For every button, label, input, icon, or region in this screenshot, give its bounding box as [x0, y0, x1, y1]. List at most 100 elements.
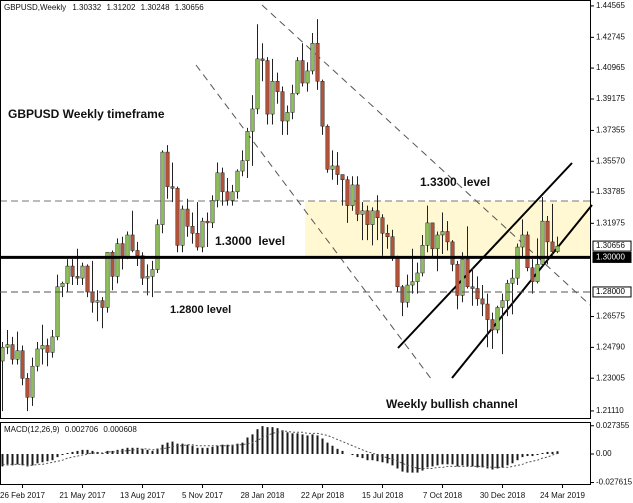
macd-bar [436, 454, 439, 466]
macd-bar [136, 447, 139, 454]
x-tick-label: 21 May 2017 [59, 491, 106, 500]
macd-bar [291, 433, 294, 454]
macd-bar [151, 450, 154, 454]
candle-body [200, 220, 205, 248]
indicator-header: MACD(12,26,9) 0.002706 0.000608 [4, 425, 137, 434]
macd-bar [206, 447, 209, 454]
macd-bar [351, 454, 354, 456]
candle-body [430, 222, 435, 250]
header-low: 1.30248 [141, 3, 170, 12]
macd-bar [341, 450, 344, 454]
current-price-label: 1.30656 [596, 241, 625, 250]
macd-bar [161, 444, 164, 454]
y-tick-label: 1.35570 [596, 156, 625, 165]
indicator-macd: 0.002706 [65, 425, 99, 434]
macd-bar [76, 450, 79, 454]
candle-body [550, 241, 555, 252]
macd-bar [311, 434, 314, 454]
candle-body [255, 58, 260, 110]
candle-body [330, 165, 335, 170]
macd-bar [456, 454, 459, 467]
macd-bar [61, 454, 64, 456]
macd-bar [446, 454, 449, 465]
macd-bar [491, 454, 494, 470]
candle-body [535, 264, 540, 282]
candle-body [125, 234, 130, 258]
macd-bar [211, 446, 214, 454]
x-tick-label: 7 Oct 2018 [423, 491, 463, 500]
candle-body [25, 378, 30, 398]
candle-body [340, 174, 345, 180]
x-tick-label: 15 Jul 2018 [362, 491, 404, 500]
y-tick-label: 1.26575 [596, 312, 625, 321]
macd-bar [466, 454, 469, 467]
candle-body [315, 43, 320, 82]
annotation: 1.3300 level [420, 175, 490, 189]
y-tick-label: 1.21110 [596, 406, 624, 415]
symbol: GBPUSD,Weekly [4, 3, 66, 12]
macd-bar [381, 454, 384, 463]
candle-body [145, 276, 150, 279]
macd-bar [406, 454, 409, 473]
candle-body [475, 288, 480, 300]
macd-bar [246, 437, 249, 454]
candle-body [20, 350, 25, 379]
candle-body [105, 251, 110, 308]
y-tick-label: 1.40965 [596, 63, 625, 72]
x-tick-label: 13 Aug 2017 [120, 491, 165, 500]
macd-bar [131, 447, 134, 454]
indicator-tick-label: -0.027615 [596, 478, 633, 487]
candle-body [295, 60, 300, 94]
candle-body [350, 184, 355, 206]
macd-bar [171, 441, 174, 454]
macd-bar [506, 454, 509, 466]
candle-body [455, 264, 460, 296]
macd-bar [181, 443, 184, 454]
macd-bar [36, 454, 39, 464]
macd-bar [386, 454, 389, 464]
macd-bar [271, 427, 274, 454]
macd-bar [316, 435, 319, 454]
price-frame [0, 0, 591, 419]
candle-body [490, 319, 495, 331]
candle-body [495, 307, 500, 331]
macd-bar [546, 451, 549, 454]
macd-bar [71, 451, 74, 454]
macd-bar [501, 454, 504, 468]
candle-body [530, 267, 535, 282]
macd-bar [86, 449, 89, 454]
macd-bar [146, 449, 149, 454]
x-tick-label: 30 Dec 2018 [480, 491, 526, 500]
macd-bar [286, 432, 289, 454]
candle-body [90, 291, 95, 303]
candle-body [290, 93, 295, 113]
candle-body [395, 257, 400, 288]
level-label-box [592, 286, 632, 298]
indicator-tick-label: 0.027355 [596, 421, 630, 430]
macd-bar [461, 454, 464, 466]
macd-bar [201, 447, 204, 454]
macd-bar [156, 448, 159, 454]
indicator-tick-label: 0.00 [596, 449, 612, 458]
macd-bar [21, 454, 24, 466]
candle-body [110, 251, 115, 277]
y-tick-label: 1.42745 [596, 32, 625, 41]
macd-bar [416, 454, 419, 473]
candle-body [385, 232, 390, 237]
macd-bar [376, 454, 379, 462]
macd-bar [516, 454, 519, 461]
level-label: 1.28000 [596, 287, 625, 296]
x-tick-label: 22 Apr 2018 [301, 491, 345, 500]
macd-bar [221, 444, 224, 454]
candle-body [235, 170, 240, 193]
macd-bar [26, 454, 29, 467]
annotation: 1.3000 level [215, 234, 285, 248]
macd-bar [531, 454, 534, 457]
macd-bar [431, 454, 434, 467]
candle-body [555, 245, 560, 252]
x-tick-label: 26 Feb 2017 [0, 491, 45, 500]
header-close: 1.30656 [175, 3, 204, 12]
candle-body [160, 151, 165, 225]
macd-bar [331, 445, 334, 454]
